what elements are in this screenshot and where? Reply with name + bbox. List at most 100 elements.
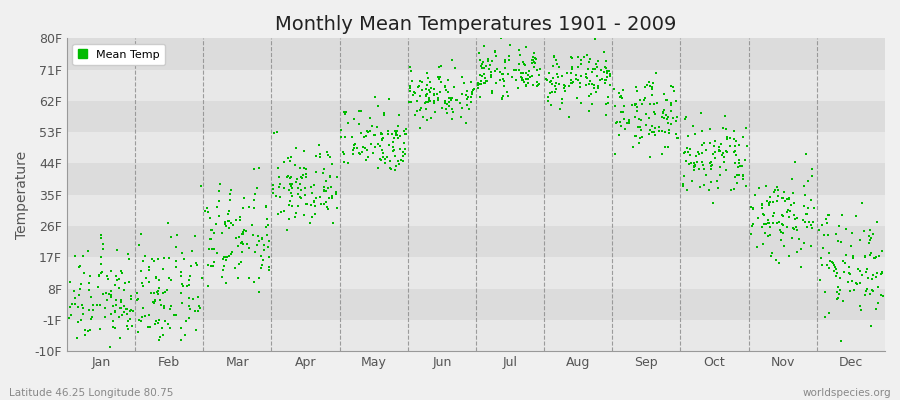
Point xyxy=(130,290,144,297)
Point xyxy=(658,128,672,135)
Point xyxy=(390,128,404,134)
Point xyxy=(471,84,485,91)
Point xyxy=(308,211,322,218)
Text: worldspecies.org: worldspecies.org xyxy=(803,388,891,398)
Point xyxy=(680,133,695,139)
Point xyxy=(364,140,378,147)
Point xyxy=(421,99,436,105)
Point xyxy=(189,326,203,333)
Point xyxy=(474,63,489,70)
Point xyxy=(135,280,149,286)
Point xyxy=(182,276,196,283)
Point xyxy=(754,201,769,208)
Point xyxy=(464,91,479,98)
Point xyxy=(511,46,526,53)
Point xyxy=(271,165,285,171)
Point xyxy=(507,67,521,73)
Point xyxy=(157,266,171,272)
Bar xyxy=(67,320,885,351)
Point xyxy=(151,256,166,262)
Point xyxy=(384,166,399,172)
Point xyxy=(661,120,675,126)
Point xyxy=(476,71,491,78)
Point xyxy=(175,300,189,306)
Point xyxy=(845,278,859,284)
Point xyxy=(402,99,417,106)
Point xyxy=(294,186,309,193)
Point xyxy=(455,74,470,80)
Point xyxy=(298,192,312,198)
Point xyxy=(236,241,250,247)
Point xyxy=(352,108,366,114)
Point xyxy=(581,80,596,87)
Point xyxy=(312,142,327,148)
Point xyxy=(291,185,305,191)
Point xyxy=(598,77,612,83)
Point xyxy=(598,101,613,108)
Point xyxy=(319,199,333,205)
Point xyxy=(763,193,778,200)
Point xyxy=(374,146,389,153)
Point xyxy=(745,220,760,227)
Point xyxy=(736,134,751,140)
Point xyxy=(427,92,441,98)
Point xyxy=(831,294,845,301)
Point xyxy=(832,291,847,298)
Point xyxy=(706,200,721,206)
Point xyxy=(695,150,709,156)
Point xyxy=(280,174,294,180)
Point xyxy=(234,259,248,265)
Point xyxy=(282,187,296,194)
Point xyxy=(679,148,693,155)
Point xyxy=(541,94,555,100)
Point xyxy=(735,176,750,182)
Point xyxy=(678,115,692,122)
Point xyxy=(464,88,479,95)
Point xyxy=(418,86,433,92)
Point xyxy=(776,222,790,228)
Point xyxy=(516,77,530,83)
Point xyxy=(282,202,296,208)
Point xyxy=(665,83,680,90)
Point xyxy=(792,236,806,242)
Point xyxy=(388,131,402,138)
Point xyxy=(819,216,833,222)
Point xyxy=(564,55,579,61)
Point xyxy=(542,70,556,76)
Point xyxy=(529,83,544,90)
Point xyxy=(798,151,813,158)
Point xyxy=(334,134,348,140)
Point xyxy=(312,150,327,157)
Point xyxy=(121,306,135,312)
Point xyxy=(182,303,196,309)
Point xyxy=(767,210,781,217)
Point xyxy=(259,232,274,238)
Point xyxy=(634,117,649,123)
Point xyxy=(134,268,148,275)
Point xyxy=(368,94,382,100)
Point xyxy=(681,160,696,167)
Point xyxy=(204,246,219,252)
Point xyxy=(428,108,442,115)
Point xyxy=(629,84,643,90)
Point xyxy=(688,163,702,169)
Point xyxy=(598,65,613,71)
Point xyxy=(832,223,846,229)
Point xyxy=(232,261,247,268)
Point xyxy=(612,90,626,96)
Point xyxy=(82,286,96,293)
Point xyxy=(631,124,645,130)
Point xyxy=(123,308,138,314)
Point xyxy=(346,116,361,122)
Point xyxy=(178,332,193,338)
Point xyxy=(136,257,150,264)
Point xyxy=(720,136,734,142)
Point xyxy=(772,219,787,225)
Point xyxy=(112,334,127,341)
Point xyxy=(433,74,447,80)
Point xyxy=(394,156,409,163)
Point xyxy=(871,284,886,290)
Point xyxy=(512,61,526,68)
Point xyxy=(254,253,268,260)
Point xyxy=(125,322,140,329)
